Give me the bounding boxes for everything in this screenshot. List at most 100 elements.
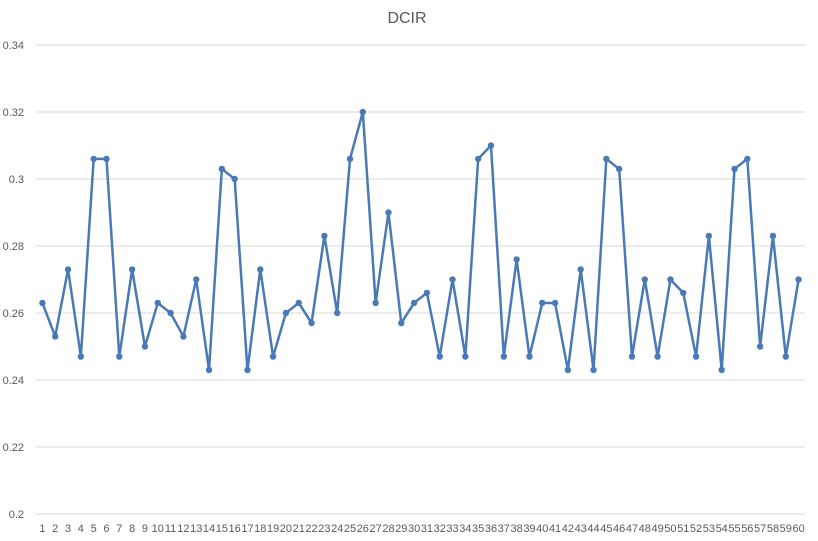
x-tick-label: 51 <box>677 523 689 535</box>
data-point <box>141 343 149 350</box>
data-point <box>603 155 610 163</box>
x-tick-label: 60 <box>792 523 804 535</box>
x-tick-label: 9 <box>142 523 148 535</box>
data-point <box>718 366 725 374</box>
data-point <box>474 155 482 163</box>
x-tick-label: 38 <box>511 523 523 535</box>
x-tick-label: 33 <box>446 523 458 535</box>
x-tick-label: 42 <box>562 523 574 535</box>
x-tick-label: 29 <box>395 523 407 535</box>
x-tick-label: 56 <box>741 523 753 535</box>
x-tick-label: 46 <box>613 523 625 535</box>
x-tick-label: 44 <box>587 523 599 535</box>
data-point <box>167 309 174 317</box>
x-tick-label: 17 <box>241 523 253 535</box>
y-tick-label: 0.24 <box>3 375 24 387</box>
y-tick-label: 0.28 <box>3 241 24 253</box>
data-point <box>462 353 469 360</box>
x-tick-label: 15 <box>216 523 228 535</box>
data-point <box>90 155 97 163</box>
x-tick-label: 48 <box>639 523 651 535</box>
series-dcir <box>39 108 802 374</box>
x-tick-label: 37 <box>498 523 510 535</box>
x-tick-label: 5 <box>91 523 97 535</box>
data-point <box>795 276 802 283</box>
data-point <box>295 299 302 307</box>
x-tick-label: 20 <box>280 523 292 535</box>
y-tick-label: 0.2 <box>9 509 24 521</box>
x-tick-label: 31 <box>421 523 433 535</box>
x-tick-label: 19 <box>267 523 279 535</box>
x-tick-label: 2 <box>52 523 58 535</box>
data-point <box>705 232 713 240</box>
data-point <box>52 333 59 340</box>
data-point <box>551 299 559 307</box>
data-point <box>346 155 354 163</box>
y-tick-label: 0.3 <box>9 174 24 186</box>
x-tick-label: 55 <box>728 523 740 535</box>
x-tick-label: 18 <box>254 523 266 535</box>
data-point <box>590 366 597 374</box>
y-tick-label: 0.32 <box>3 107 24 119</box>
series-line <box>41 110 800 372</box>
data-point <box>500 353 508 360</box>
x-tick-label: 58 <box>767 523 779 535</box>
x-tick-label: 35 <box>472 523 484 535</box>
data-point <box>39 299 46 307</box>
data-point <box>564 366 572 374</box>
y-tick-label: 0.26 <box>3 308 24 320</box>
x-tick-label: 47 <box>626 523 638 535</box>
data-point <box>769 232 777 240</box>
x-tick-label: 40 <box>536 523 548 535</box>
x-tick-label: 34 <box>459 523 471 535</box>
data-point <box>641 276 648 283</box>
x-tick-label: 45 <box>600 523 612 535</box>
data-point <box>77 353 85 360</box>
x-tick-label: 3 <box>65 523 71 535</box>
gridlines <box>36 44 805 515</box>
x-tick-label: 7 <box>116 523 122 535</box>
data-point <box>333 309 341 317</box>
x-tick-label: 39 <box>523 523 535 535</box>
data-point <box>487 142 495 149</box>
x-tick-label: 24 <box>331 523 343 535</box>
y-tick-label: 0.22 <box>3 442 24 454</box>
data-point <box>231 175 238 183</box>
x-tick-label: 12 <box>177 523 189 535</box>
x-tick-label: 52 <box>690 523 702 535</box>
x-tick-label: 10 <box>152 523 164 535</box>
data-point <box>654 353 661 360</box>
x-tick-label: 1 <box>39 523 45 535</box>
x-tick-label: 43 <box>575 523 587 535</box>
x-tick-label: 8 <box>129 523 135 535</box>
chart-title: DCIR <box>387 10 426 27</box>
data-point <box>423 289 431 297</box>
x-tick-label: 4 <box>78 523 84 535</box>
x-tick-label: 11 <box>165 523 176 535</box>
data-point <box>257 266 264 273</box>
data-point <box>513 256 520 263</box>
data-point <box>628 353 636 360</box>
data-point <box>372 299 379 307</box>
data-point <box>385 209 392 216</box>
data-point <box>205 366 213 374</box>
x-tick-label: 25 <box>344 523 356 535</box>
x-tick-label: 57 <box>754 523 766 535</box>
x-tick-label: 54 <box>716 523 728 535</box>
data-point <box>218 165 226 173</box>
data-point <box>128 266 136 273</box>
x-tick-label: 16 <box>229 523 241 535</box>
x-tick-label: 30 <box>408 523 420 535</box>
data-point <box>410 299 418 307</box>
data-point <box>321 232 328 240</box>
x-tick-label: 27 <box>370 523 382 535</box>
data-point <box>756 343 764 350</box>
x-tick-label: 21 <box>293 523 305 535</box>
x-tick-label: 26 <box>357 523 369 535</box>
data-point <box>680 289 687 297</box>
data-point <box>244 366 251 374</box>
data-point <box>577 266 584 273</box>
x-tick-label: 13 <box>190 523 202 535</box>
data-point <box>154 299 161 307</box>
data-point <box>180 333 187 340</box>
